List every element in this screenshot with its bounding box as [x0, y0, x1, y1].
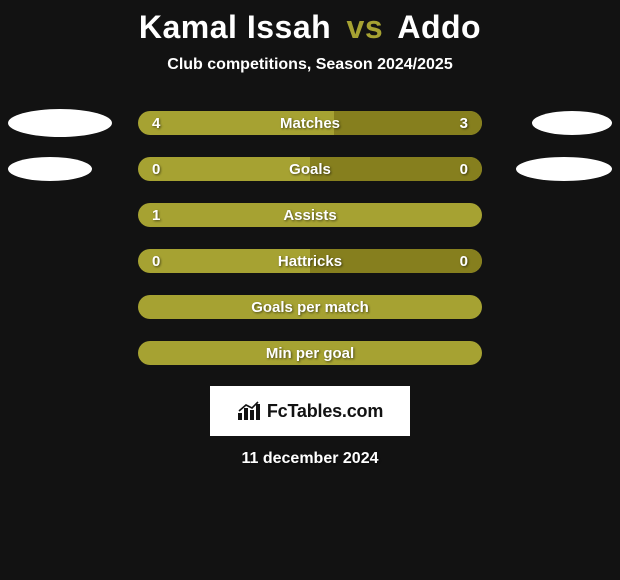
stat-row: Hattricks00 — [0, 238, 620, 284]
stat-value-left: 1 — [138, 203, 174, 227]
stat-row: Matches43 — [0, 100, 620, 146]
stat-label: Assists — [138, 203, 482, 227]
stat-row: Goals00 — [0, 146, 620, 192]
stat-row: Goals per match — [0, 284, 620, 330]
content-wrapper: Kamal Issah vs Addo Club competitions, S… — [0, 0, 620, 468]
subtitle: Club competitions, Season 2024/2025 — [167, 56, 452, 74]
avatar-ellipse-left — [8, 109, 112, 137]
stat-value-left: 0 — [138, 157, 174, 181]
stat-value-left: 4 — [138, 111, 174, 135]
page-title: Kamal Issah vs Addo — [139, 8, 481, 46]
stats-stage: Matches43 Goals00 Assists1 Hattricks00 Goals… — [0, 100, 620, 376]
title-player2: Addo — [397, 9, 481, 45]
stat-bar: Hattricks00 — [138, 249, 482, 273]
title-vs: vs — [347, 9, 384, 45]
stat-row: Assists1 — [0, 192, 620, 238]
title-player1: Kamal Issah — [139, 9, 331, 45]
logo-text: FcTables.com — [267, 401, 383, 422]
stat-bar: Goals per match — [138, 295, 482, 319]
stat-bar-right — [334, 111, 482, 135]
date-text: 11 december 2024 — [242, 450, 379, 468]
stat-label: Goals per match — [138, 295, 482, 319]
avatar-ellipse-right — [532, 111, 612, 135]
stat-bar: Min per goal — [138, 341, 482, 365]
stat-bar: Assists1 — [138, 203, 482, 227]
stat-label: Min per goal — [138, 341, 482, 365]
stat-bar: Goals00 — [138, 157, 482, 181]
stat-bar-right — [310, 157, 482, 181]
stat-bar: Matches43 — [138, 111, 482, 135]
stat-bar-right — [310, 249, 482, 273]
bar-chart-icon — [237, 401, 261, 421]
logo-box: FcTables.com — [210, 386, 410, 436]
stat-value-left: 0 — [138, 249, 174, 273]
avatar-ellipse-left — [8, 157, 92, 181]
stat-row: Min per goal — [0, 330, 620, 376]
avatar-ellipse-right — [516, 157, 612, 181]
